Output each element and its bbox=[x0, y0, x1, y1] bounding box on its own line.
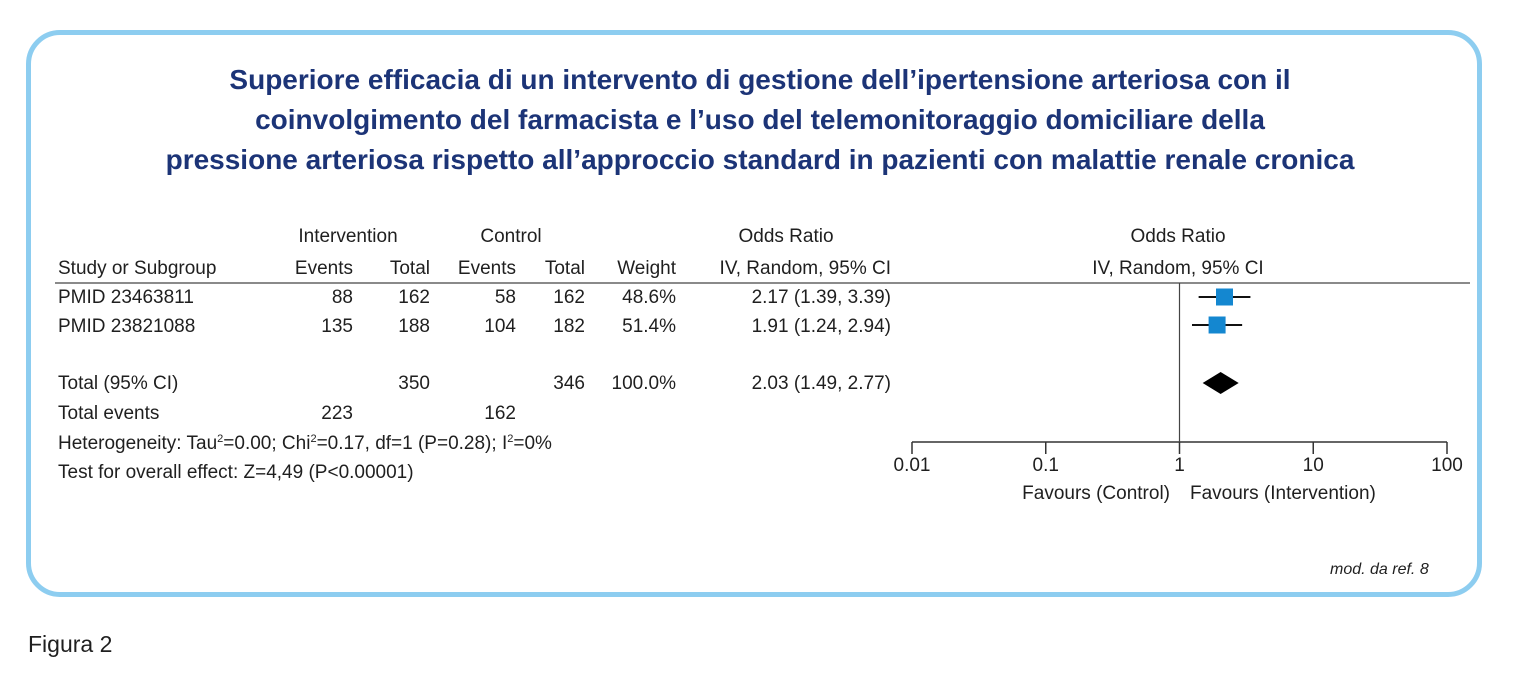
row-1-study: PMID 23463811 bbox=[58, 287, 194, 308]
row-1-ctrl-events: 58 bbox=[494, 287, 516, 308]
total-label: Total (95% CI) bbox=[58, 373, 179, 394]
figure-label: Figura 2 bbox=[28, 631, 113, 657]
heterogeneity-text: Heterogeneity: Tau2=0.00; Chi2=0.17, df=… bbox=[58, 433, 552, 454]
header-ctrl-events: Events bbox=[457, 258, 516, 279]
study-marker bbox=[1208, 316, 1226, 334]
header-int-events: Events bbox=[294, 258, 353, 279]
favours-intervention-label: Favours (Intervention) bbox=[1190, 483, 1376, 504]
row-2-study: PMID 23821088 bbox=[58, 316, 196, 337]
row-2-int-events: 135 bbox=[321, 316, 353, 337]
row-2-int-total: 188 bbox=[398, 316, 430, 337]
overall-effect-text: Test for overall effect: Z=4,49 (P<0.000… bbox=[58, 462, 414, 483]
title-line-1: Superiore efficacia di un intervento di … bbox=[229, 64, 1291, 95]
header-int-total: Total bbox=[389, 258, 430, 279]
pooled-diamond bbox=[1202, 372, 1239, 394]
favours-control-label: Favours (Control) bbox=[1022, 483, 1170, 504]
header-or-method: IV, Random, 95% CI bbox=[719, 258, 891, 279]
row-1-int-total: 162 bbox=[398, 287, 430, 308]
row-1-int-events: 88 bbox=[331, 287, 353, 308]
figure-frame bbox=[26, 30, 1482, 597]
figure-source-caption: mod. da ref. 8 bbox=[1330, 561, 1429, 578]
title-line-2: coinvolgimento del farmacista e l’uso de… bbox=[255, 104, 1265, 135]
study-marker bbox=[1216, 288, 1234, 306]
header-ctrl-total: Total bbox=[544, 258, 585, 279]
row-2-ctrl-total: 182 bbox=[553, 316, 585, 337]
header-study: Study or Subgroup bbox=[58, 258, 217, 279]
header-control: Control bbox=[480, 226, 542, 247]
header-weight: Weight bbox=[617, 258, 676, 279]
header-odds-ratio: Odds Ratio bbox=[738, 226, 834, 247]
total-events-int: 223 bbox=[321, 403, 353, 424]
row-1-weight: 48.6% bbox=[622, 287, 676, 308]
plot-header-line-1: Odds Ratio bbox=[1130, 226, 1226, 247]
figure-title: Superiore efficacia di un intervento di … bbox=[40, 60, 1480, 180]
total-events-label: Total events bbox=[58, 403, 160, 424]
total-events-ctrl: 162 bbox=[484, 403, 516, 424]
total-weight: 100.0% bbox=[611, 373, 676, 394]
total-ctrl-total: 346 bbox=[553, 373, 585, 394]
x-tick-label: 1 bbox=[1174, 455, 1185, 476]
x-tick-label: 100 bbox=[1431, 455, 1463, 476]
x-tick-label: 0.1 bbox=[1033, 455, 1059, 476]
row-1-or: 2.17 (1.39, 3.39) bbox=[751, 287, 891, 308]
total-or: 2.03 (1.49, 2.77) bbox=[751, 373, 891, 394]
total-int-total: 350 bbox=[398, 373, 430, 394]
row-2-or: 1.91 (1.24, 2.94) bbox=[751, 316, 891, 337]
x-tick-label: 0.01 bbox=[894, 455, 931, 476]
title-line-3: pressione arteriosa rispetto all’approcc… bbox=[165, 144, 1355, 175]
header-intervention: Intervention bbox=[298, 226, 398, 247]
plot-header-line-2: IV, Random, 95% CI bbox=[1092, 258, 1264, 279]
x-tick-label: 10 bbox=[1303, 455, 1324, 476]
row-2-weight: 51.4% bbox=[622, 316, 676, 337]
row-1-ctrl-total: 162 bbox=[553, 287, 585, 308]
row-2-ctrl-events: 104 bbox=[484, 316, 516, 337]
